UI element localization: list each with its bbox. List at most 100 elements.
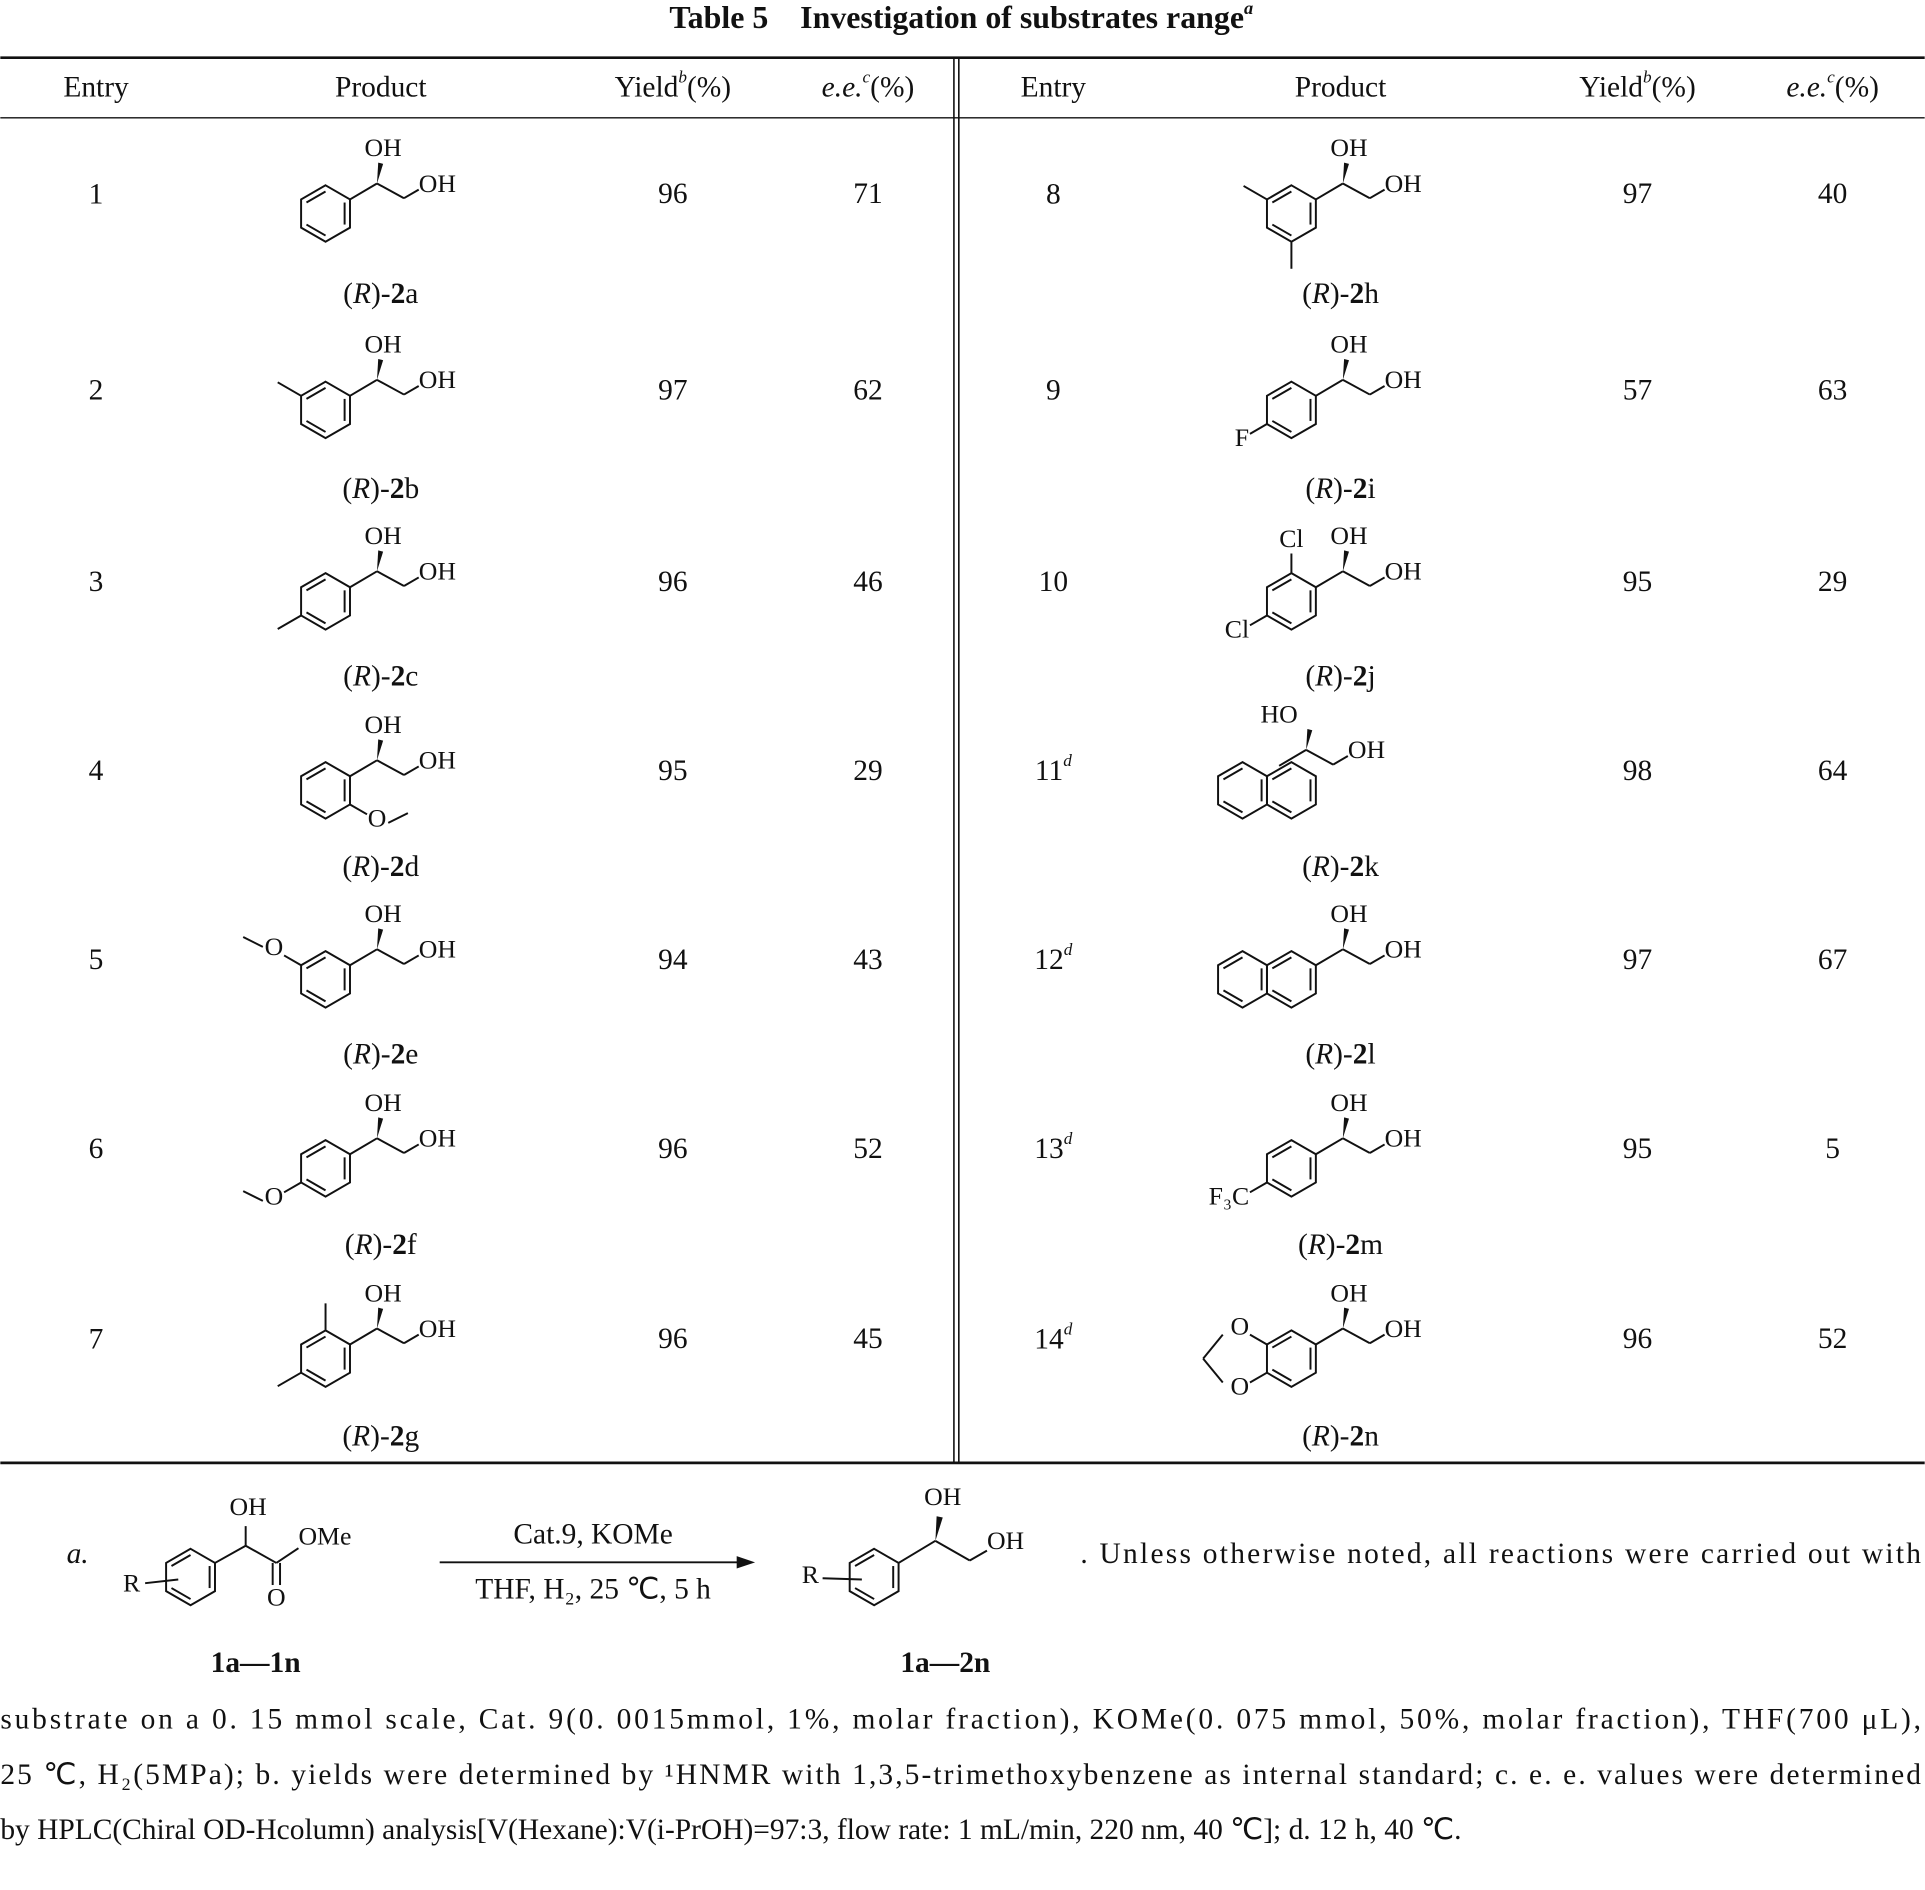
product-label-part: m — [1360, 1229, 1383, 1261]
header-footnote-mark: c — [1827, 67, 1835, 86]
ee-value: 43 — [853, 944, 882, 976]
product-label-part: 2 — [392, 1229, 407, 1261]
ee-value: 62 — [853, 374, 882, 406]
product-label-part: j — [1366, 660, 1375, 692]
aromatic-bond — [1271, 989, 1292, 1003]
bond — [1315, 378, 1344, 397]
bond — [1332, 755, 1349, 766]
product-label-part: ( — [343, 1038, 353, 1070]
wedge-bond — [1342, 550, 1349, 572]
product-label-part: 2 — [1349, 1420, 1364, 1452]
substituent-bond — [277, 614, 302, 630]
product-label-part: R — [351, 473, 370, 505]
entry-number: 9 — [1046, 374, 1061, 406]
aromatic-bond — [305, 1368, 327, 1382]
wedge-bond — [1306, 729, 1313, 750]
atom-label: OH — [230, 1492, 267, 1521]
aromatic-bond — [305, 1178, 327, 1192]
aromatic-bond — [1271, 387, 1292, 400]
bond — [1342, 1137, 1371, 1154]
header-footnote-mark: b — [678, 67, 687, 86]
entry-footnote-mark: d — [1063, 751, 1072, 770]
bond — [349, 1137, 378, 1156]
bond — [934, 1539, 971, 1562]
product-label-part: b — [404, 473, 419, 505]
product-label-part: 2 — [390, 851, 405, 883]
entry-text: 1 — [89, 178, 104, 210]
benzene-ring — [1265, 380, 1317, 440]
atom-label: OH — [365, 710, 402, 739]
atom-label: OH — [1330, 133, 1367, 162]
product-label-part: )- — [1333, 1038, 1353, 1070]
wedge-bond — [376, 1117, 384, 1139]
aromatic-bond — [1271, 767, 1292, 781]
product-label-part: ( — [1302, 278, 1312, 310]
benzene-ring — [300, 950, 351, 1009]
benzene-ring — [1217, 950, 1268, 1009]
header-footnote-mark: b — [1643, 67, 1652, 86]
product-label-part: ( — [1302, 851, 1312, 883]
aromatic-bond — [1222, 800, 1244, 814]
header-text: Entry — [63, 71, 129, 103]
product-label-part: ( — [343, 660, 353, 692]
entry-number: 11d — [1035, 751, 1072, 787]
bond — [1315, 1327, 1344, 1346]
atom-label: OH — [924, 1482, 961, 1511]
entry-footnote-mark: d — [1064, 1319, 1073, 1338]
atom-label: OH — [419, 365, 456, 394]
product-label-part: R — [1314, 473, 1333, 505]
bond — [403, 954, 420, 965]
bond — [275, 1547, 299, 1564]
yield-value: 97 — [658, 374, 687, 406]
benzene-ring — [300, 572, 351, 631]
benzene-ring — [300, 380, 351, 440]
wedge-bond — [376, 1307, 384, 1329]
product-label-part: k — [1364, 851, 1379, 883]
yield-value: 94 — [658, 944, 688, 976]
ee-value: 45 — [853, 1323, 882, 1355]
benzene-ring — [300, 761, 351, 820]
bond — [1342, 378, 1371, 396]
entry-number: 14d — [1034, 1319, 1072, 1355]
ee-value: 63 — [1818, 374, 1847, 406]
entry-number: 4 — [89, 755, 104, 787]
aromatic-bond — [1271, 611, 1292, 625]
aromatic-bond — [1222, 989, 1244, 1003]
atom-label: O — [368, 803, 387, 832]
product-label: (R)-2j — [1305, 660, 1375, 692]
atom-label: O — [1231, 1372, 1250, 1401]
product-label-part: R — [351, 851, 370, 883]
product-label-part: ( — [343, 278, 353, 310]
benzene-ring — [1265, 184, 1317, 243]
product-label-part: ( — [342, 1420, 352, 1452]
bond — [376, 948, 405, 965]
scheme-label: 1a—1n — [211, 1647, 301, 1679]
bond — [376, 570, 405, 587]
atom-label: O — [265, 932, 284, 961]
bond — [1278, 749, 1307, 767]
aromatic-bond — [1271, 956, 1292, 970]
wedge-bond — [935, 1516, 943, 1541]
entry-footnote-mark: d — [1064, 940, 1073, 959]
product-label: (R)-2n — [1302, 1420, 1379, 1452]
r-group-bond — [145, 1578, 179, 1585]
header-text: Product — [1295, 71, 1387, 103]
bond — [376, 378, 405, 396]
product-label-part: R — [1311, 278, 1330, 310]
yield-value: 95 — [1623, 1133, 1652, 1165]
bond — [403, 385, 420, 396]
atom-label: OH — [1330, 330, 1367, 359]
entry-text: 4 — [89, 755, 104, 787]
atom-label: O — [265, 1181, 284, 1210]
atom-label: OH — [1348, 735, 1385, 764]
aromatic-bond — [305, 387, 327, 400]
entry-text: 12 — [1034, 944, 1063, 976]
aromatic-bond — [305, 223, 327, 237]
entry-text: 11 — [1035, 755, 1063, 787]
product-label-part: 2 — [1353, 660, 1368, 692]
entry-number: 12d — [1034, 940, 1072, 976]
bond — [1315, 948, 1344, 967]
atom-label: OH — [365, 1278, 402, 1307]
product-label-part: 2 — [391, 1038, 406, 1070]
